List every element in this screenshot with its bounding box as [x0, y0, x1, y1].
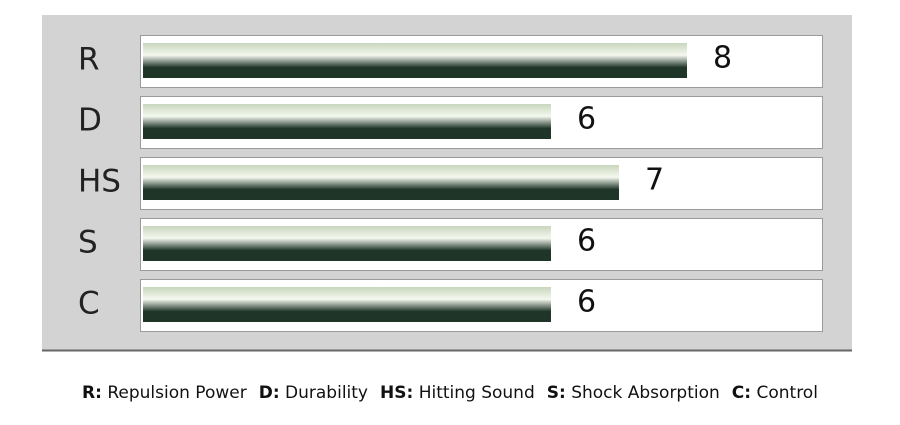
- legend-label: Durability: [285, 383, 368, 403]
- bar: [143, 226, 551, 261]
- value-label: 6: [577, 102, 596, 137]
- legend-item: S: Shock Absorption: [547, 383, 720, 403]
- value-label: 7: [645, 163, 664, 198]
- legend-item: HS: Hitting Sound: [380, 383, 535, 403]
- chart: R 8 D 6 HS 7 S 6 C 6: [42, 15, 852, 352]
- legend-key: S:: [546, 383, 566, 403]
- legend-item: R: Repulsion Power: [82, 383, 247, 403]
- legend-key: HS:: [380, 383, 414, 403]
- legend-item: D: Durability: [259, 383, 368, 403]
- legend-label: Control: [756, 383, 818, 403]
- category-label: D: [78, 103, 102, 139]
- value-label: 6: [577, 224, 596, 259]
- legend-label: Repulsion Power: [107, 383, 247, 403]
- legend-label: Hitting Sound: [418, 383, 535, 403]
- category-label: HS: [78, 164, 121, 200]
- value-label: 6: [577, 285, 596, 320]
- legend: R: Repulsion Power D: Durability HS: Hitti…: [0, 383, 900, 403]
- legend-item: C: Control: [732, 383, 818, 403]
- category-label: C: [78, 286, 100, 322]
- bar: [143, 43, 687, 78]
- legend-key: D:: [258, 383, 280, 403]
- bar: [143, 165, 619, 200]
- category-label: S: [78, 225, 98, 261]
- value-label: 8: [713, 41, 732, 76]
- bar: [143, 287, 551, 322]
- legend-key: R:: [82, 383, 102, 403]
- category-label: R: [78, 42, 100, 78]
- legend-key: C:: [731, 383, 752, 403]
- legend-label: Shock Absorption: [571, 383, 720, 403]
- bar: [143, 104, 551, 139]
